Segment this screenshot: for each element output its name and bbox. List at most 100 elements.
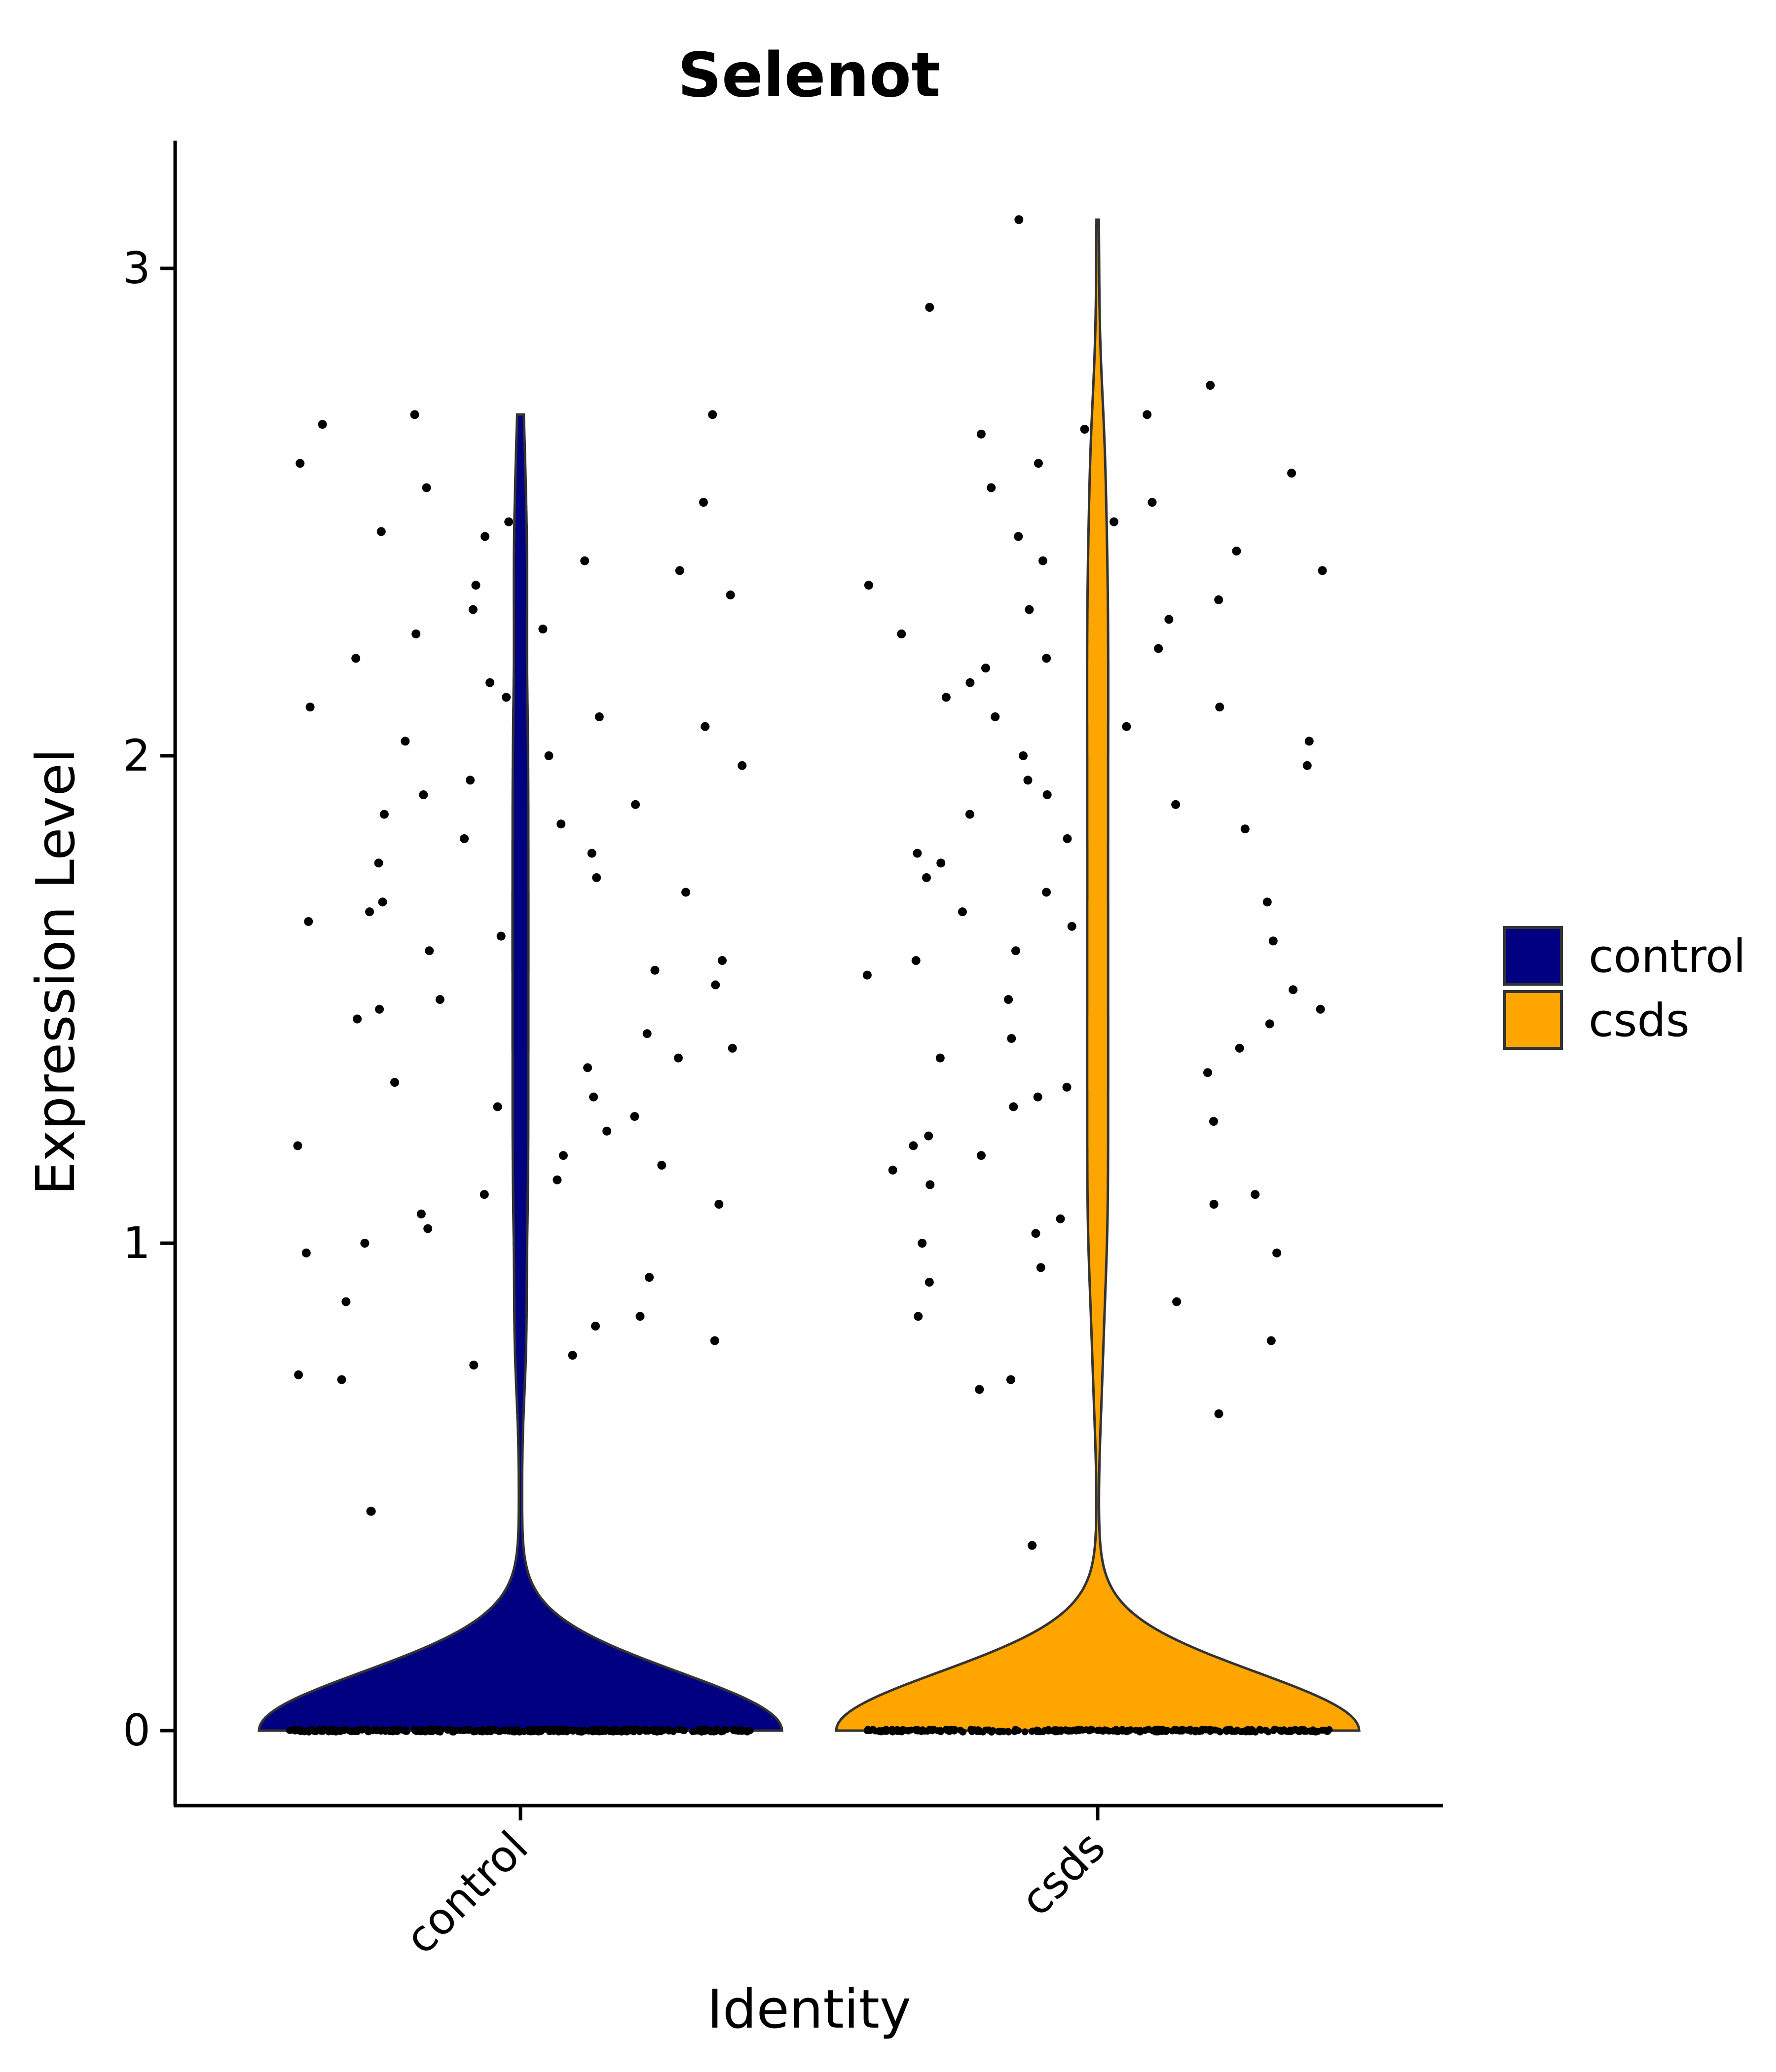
data-point-csds-zero: [959, 1728, 966, 1736]
data-point-csds-zero: [1295, 1728, 1302, 1736]
data-point-csds-zero: [1239, 1728, 1246, 1735]
data-point-csds: [1251, 1190, 1260, 1199]
data-point-control: [305, 703, 315, 712]
data-point-control: [592, 873, 601, 882]
data-point-control-zero: [533, 1726, 540, 1733]
data-point-control: [410, 410, 419, 419]
data-point-control-zero: [575, 1727, 583, 1734]
data-point-csds: [925, 1180, 935, 1189]
data-point-csds-zero: [924, 1728, 931, 1735]
data-point-control-zero: [581, 1727, 588, 1734]
data-point-csds: [1232, 547, 1241, 555]
data-point-csds-zero: [1097, 1727, 1104, 1734]
data-point-csds: [914, 1312, 923, 1321]
data-point-csds: [1067, 922, 1076, 931]
data-point-csds: [1056, 1214, 1065, 1223]
data-point-csds: [1009, 1102, 1018, 1111]
data-point-control-zero: [591, 1726, 598, 1734]
data-point-control-zero: [444, 1727, 451, 1734]
data-point-csds: [1266, 1336, 1276, 1345]
data-point-control: [502, 693, 511, 702]
data-point-control-zero: [723, 1726, 730, 1734]
data-point-control: [422, 483, 431, 492]
data-point-control: [390, 1078, 399, 1087]
legend-swatch-control: [1503, 926, 1563, 986]
data-point-csds: [1062, 1082, 1072, 1092]
data-point-csds: [1023, 776, 1033, 785]
y-axis-title: Expression Level: [25, 748, 87, 1195]
data-point-csds: [1262, 897, 1272, 907]
data-point-csds: [1007, 1034, 1016, 1043]
data-point-csds: [975, 1385, 984, 1394]
y-tick-label: 0: [123, 1705, 150, 1756]
data-point-control-zero: [708, 1728, 716, 1735]
data-point-csds: [958, 907, 967, 917]
data-point-csds-zero: [1207, 1726, 1214, 1733]
data-point-control: [423, 1224, 433, 1233]
data-point-csds: [862, 970, 872, 980]
data-point-csds-zero: [1137, 1727, 1144, 1734]
data-point-control-zero: [431, 1726, 439, 1734]
y-tick-label: 1: [123, 1218, 150, 1268]
legend-label-control: control: [1589, 930, 1746, 983]
data-point-csds: [981, 664, 990, 673]
data-point-control-zero: [297, 1727, 304, 1735]
data-point-csds-zero: [1192, 1727, 1200, 1734]
data-point-csds: [1042, 654, 1051, 663]
data-point-csds: [1014, 532, 1023, 541]
data-point-csds: [1214, 595, 1223, 604]
data-point-control: [650, 965, 660, 975]
data-point-control: [602, 1126, 612, 1136]
data-point-csds: [1209, 1200, 1219, 1209]
data-point-csds: [1028, 1541, 1037, 1550]
data-point-control: [376, 527, 386, 536]
data-point-control: [657, 1160, 666, 1170]
data-point-csds: [918, 1239, 927, 1248]
data-point-csds: [1006, 1375, 1015, 1384]
data-point-control: [480, 1190, 489, 1199]
data-point-control: [714, 1200, 724, 1209]
data-point-control-zero: [438, 1726, 445, 1733]
data-point-control: [594, 712, 604, 721]
data-point-control-zero: [624, 1726, 631, 1733]
data-point-control-zero: [701, 1726, 708, 1733]
data-point-csds: [1209, 1117, 1218, 1126]
data-point-csds: [1147, 498, 1157, 507]
data-point-csds: [864, 581, 873, 590]
data-point-control: [558, 1151, 568, 1160]
data-point-control: [718, 956, 727, 965]
data-point-csds: [987, 483, 996, 492]
data-point-control-zero: [324, 1727, 332, 1735]
data-point-csds-zero: [1280, 1726, 1288, 1734]
data-point-csds: [1080, 425, 1089, 434]
data-point-control: [493, 1102, 502, 1111]
data-point-csds-zero: [1162, 1728, 1170, 1735]
data-point-control: [642, 1029, 652, 1038]
data-point-control: [589, 1092, 598, 1102]
data-point-control: [568, 1351, 577, 1360]
data-point-control-zero: [365, 1726, 372, 1734]
data-point-control: [466, 776, 475, 785]
data-point-csds: [909, 1141, 918, 1150]
data-point-csds-zero: [1271, 1726, 1279, 1733]
data-point-control-zero: [469, 1728, 477, 1735]
data-point-control: [366, 1507, 375, 1516]
data-point-csds: [1042, 888, 1051, 897]
data-point-csds: [925, 303, 934, 312]
data-point-csds-zero: [1110, 1727, 1118, 1734]
data-point-csds-zero: [864, 1726, 872, 1733]
data-point-control: [591, 1322, 600, 1331]
data-point-csds-zero: [905, 1727, 912, 1734]
data-point-control: [360, 1239, 370, 1248]
data-point-csds: [1289, 985, 1298, 995]
data-point-csds-zero: [894, 1726, 901, 1734]
data-point-csds: [925, 1278, 934, 1287]
data-point-csds: [1110, 517, 1118, 526]
legend: control csds: [1503, 926, 1746, 1050]
data-point-csds-zero: [1062, 1726, 1069, 1734]
data-point-control: [544, 751, 554, 760]
data-point-csds-zero: [913, 1727, 920, 1735]
data-point-control: [435, 995, 444, 1004]
data-point-control: [580, 556, 590, 565]
data-point-csds: [924, 1131, 933, 1141]
